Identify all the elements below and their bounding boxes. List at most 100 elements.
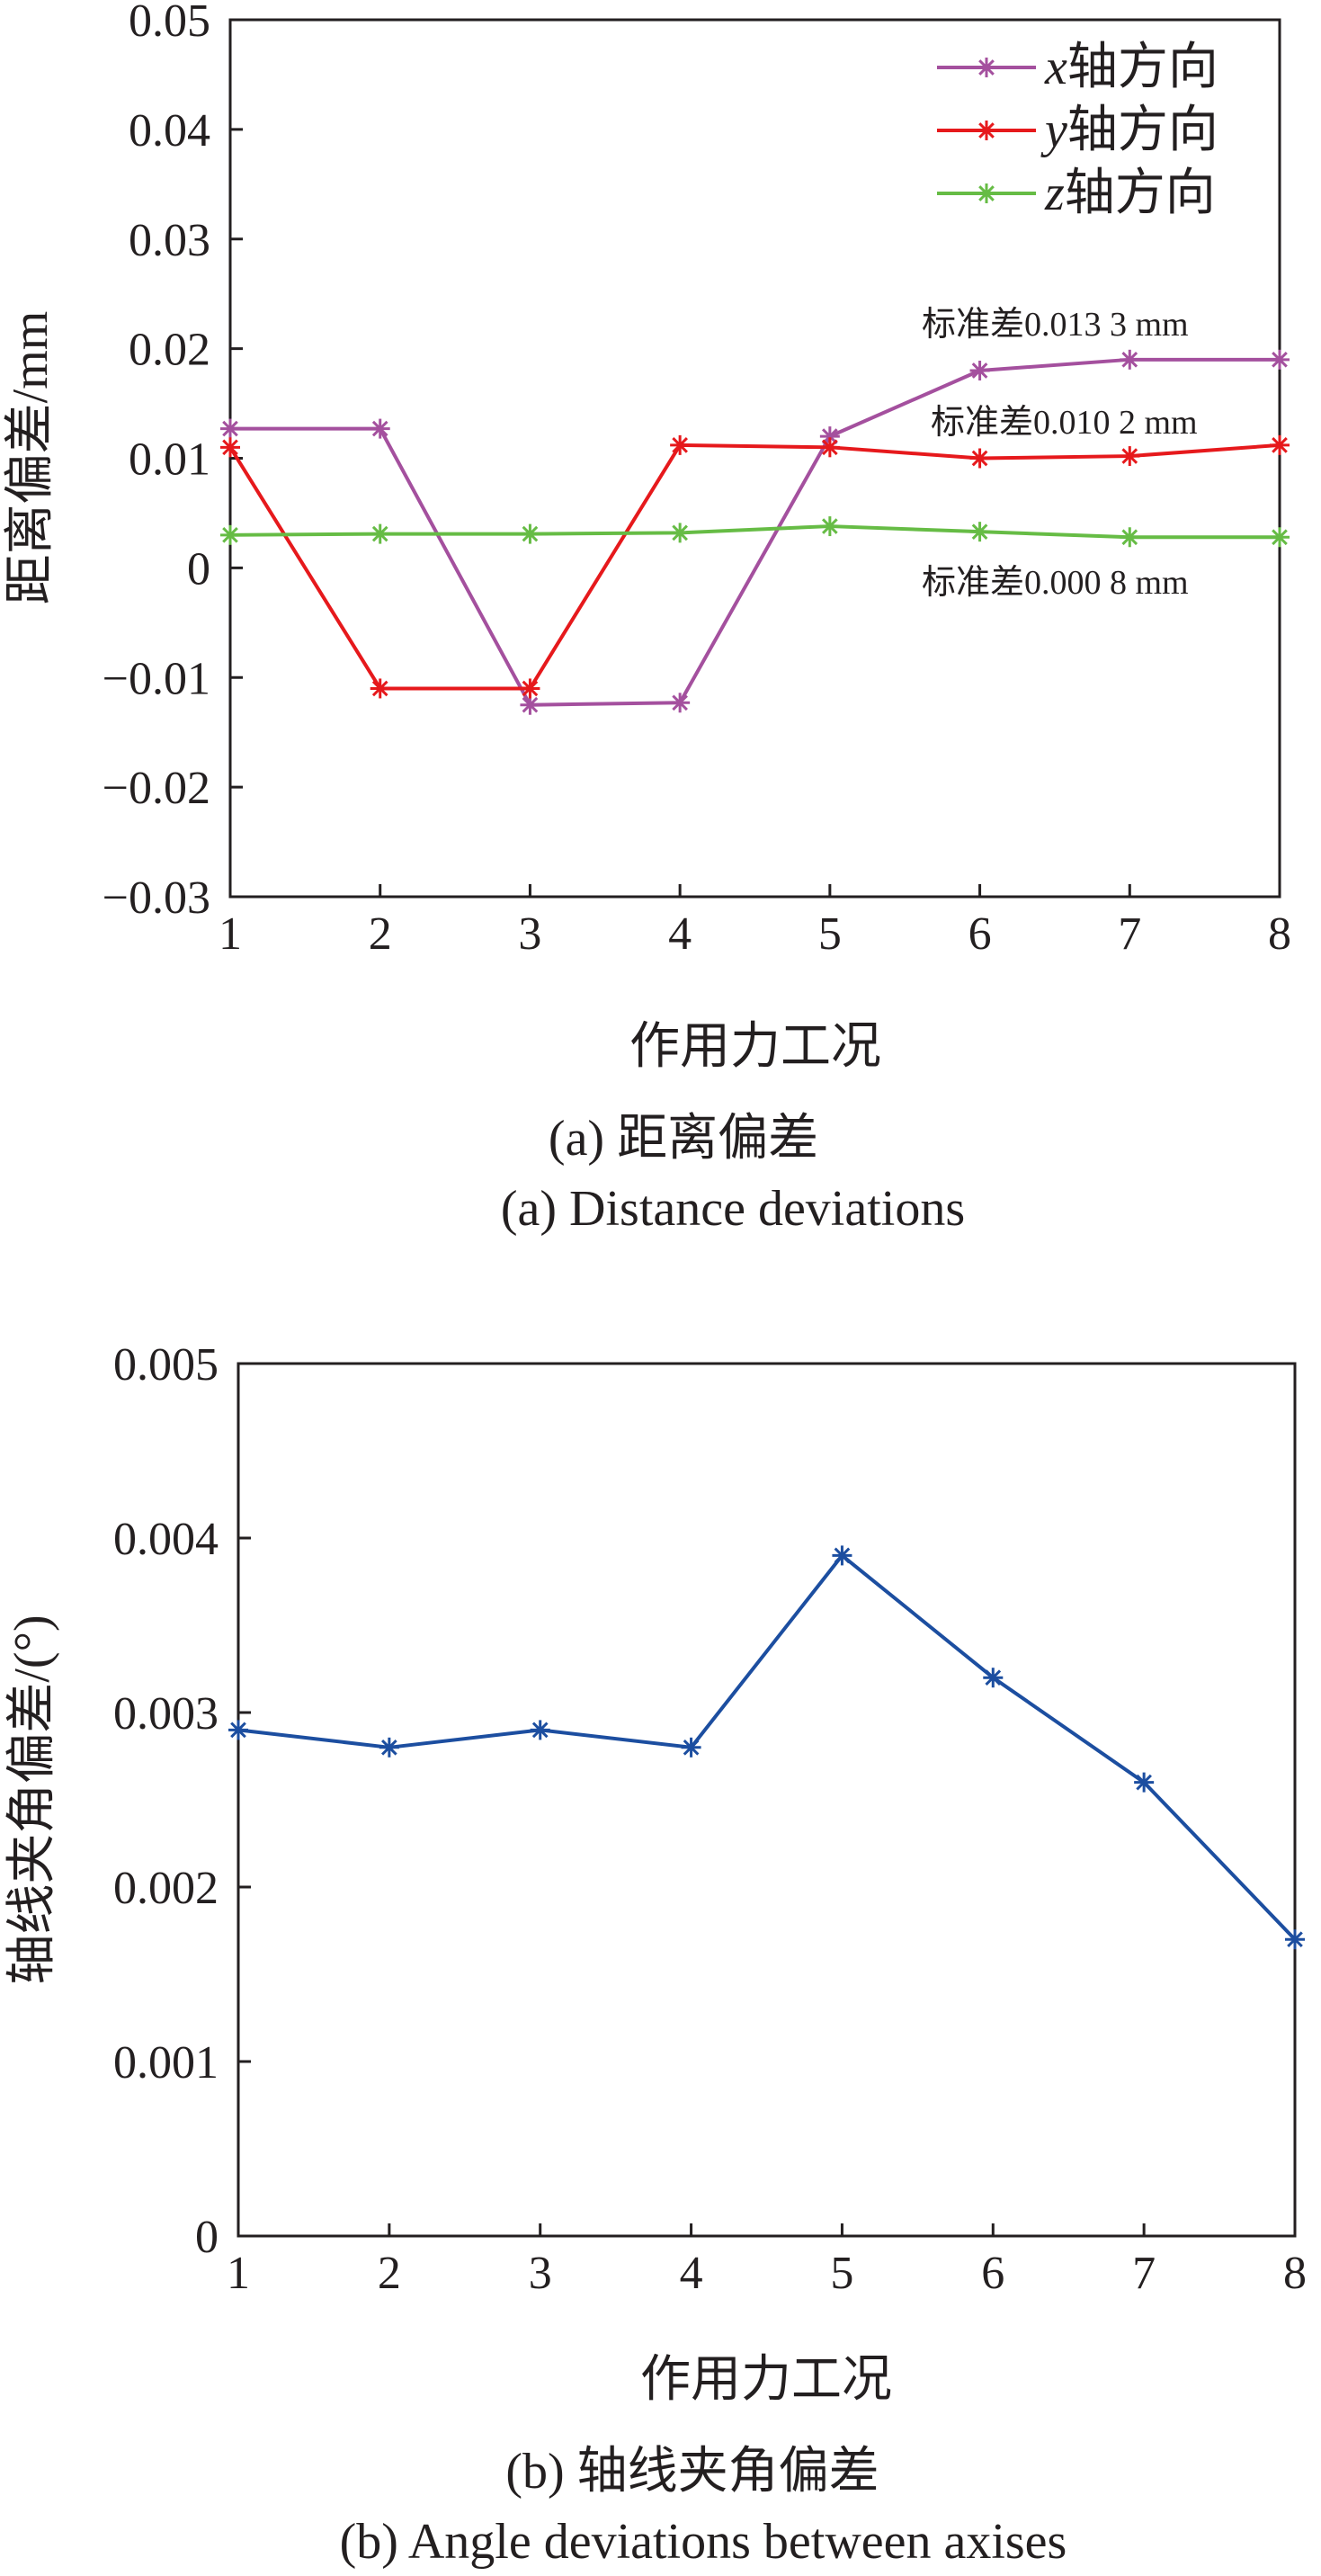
chart-b-x-tick-label: 4	[680, 2248, 703, 2299]
chart-b-x-axis-title: 作用力工况	[640, 2352, 892, 2408]
chart-b-x-tick-label: 6	[981, 2248, 1004, 2299]
chart-a-data-point	[969, 361, 990, 380]
chart-a-series-x	[220, 349, 1290, 715]
chart-a-y-tick-label: 0.03	[129, 215, 210, 266]
chart-a-data-point	[969, 522, 990, 542]
annotation-z-std: 标准差0.000 8 mm	[922, 564, 1189, 602]
chart-a-series-line	[230, 357, 1280, 707]
chart-a-y-axis-title: 距离偏差/mm	[3, 311, 58, 605]
chart-b-x-tick-label: 7	[1132, 2248, 1156, 2299]
chart-b-x-tick-label: 8	[1283, 2248, 1307, 2299]
chart-b-angle-deviations: 1 2 3 4 5 6 7 8 0 0.001 0.002 0.003 0.004 0.005 作用力工况…	[4, 1339, 1307, 2570]
chart-b-series-0	[228, 1545, 1305, 1950]
chart-a-data-point	[1120, 446, 1140, 467]
chart-b-data-point	[1285, 1929, 1305, 1950]
chart-a-x-tick-label: 2	[369, 908, 392, 960]
chart-b-plot-frame	[237, 1362, 1297, 2238]
legend-marker-symbol	[977, 183, 996, 203]
chart-a-data-point	[220, 437, 240, 458]
chart-b-data-point	[1134, 1772, 1155, 1793]
chart-b-x-tick-label: 5	[830, 2248, 853, 2299]
chart-a-series-group	[220, 349, 1290, 715]
chart-b-series-line	[237, 1553, 1297, 1941]
chart-a-data-point	[520, 523, 540, 544]
chart-a-legend: x轴方向 y轴方向 z轴方向	[937, 40, 1218, 221]
chart-b-y-tick-label: 0.003	[113, 1688, 219, 1740]
chart-a-data-point	[370, 523, 390, 544]
chart-a-data-point	[520, 694, 540, 715]
chart-a-data-point	[1270, 349, 1290, 370]
legend-label-z: z轴方向	[1044, 165, 1216, 221]
chart-a-caption-en: (a) Distance deviations	[501, 1181, 965, 1237]
chart-b-y-tick-label: 0.001	[113, 2037, 219, 2089]
legend-entry-z: z轴方向	[937, 165, 1216, 221]
chart-a-data-point	[1120, 349, 1140, 370]
chart-b-data-point	[983, 1668, 1004, 1688]
chart-b-series-group	[228, 1545, 1305, 1950]
legend-label-y: y轴方向	[1040, 103, 1218, 158]
legend-label-x: x轴方向	[1044, 40, 1218, 95]
chart-a-y-tick-label: −0.02	[103, 763, 210, 814]
chart-a-data-point	[819, 437, 840, 458]
chart-b-axes: 1 2 3 4 5 6 7 8 0 0.001 0.002 0.003 0.004 0.005	[113, 1339, 1307, 2299]
chart-a-x-tick-label: 7	[1118, 908, 1141, 960]
chart-a-data-point	[220, 418, 240, 439]
chart-a-data-point	[819, 516, 840, 537]
chart-a-y-tick-label: 0.02	[129, 325, 210, 376]
chart-a-x-tick-label: 4	[668, 908, 692, 960]
chart-a-x-tick-label: 6	[968, 908, 992, 960]
chart-b-y-axis-title: 轴线夹角偏差/(°)	[4, 1614, 60, 1984]
annotation-x-std: 标准差0.013 3 mm	[922, 306, 1189, 344]
chart-a-data-point	[1270, 434, 1290, 455]
legend-entry-y: y轴方向	[937, 103, 1218, 158]
chart-a-x-tick-label: 5	[818, 908, 842, 960]
chart-b-y-tick-label: 0.004	[113, 1514, 219, 1565]
chart-b-y-tick-label: 0	[195, 2212, 219, 2263]
chart-a-x-tick-label: 8	[1268, 908, 1291, 960]
chart-a-series-line	[229, 524, 1280, 540]
chart-a-data-point	[670, 523, 691, 543]
chart-b-data-point	[832, 1545, 852, 1566]
chart-a-data-point	[520, 678, 540, 699]
chart-b-y-tick-label: 0.005	[113, 1339, 219, 1391]
chart-a-y-tick-label: 0.04	[129, 105, 210, 157]
chart-b-caption-cn: (b) 轴线夹角偏差	[505, 2444, 879, 2500]
chart-a-x-tick-label: 1	[219, 908, 242, 960]
chart-b-data-point	[530, 1720, 550, 1740]
legend-marker-x	[977, 58, 996, 77]
chart-a-data-point	[1270, 527, 1290, 548]
legend-marker-symbol	[977, 58, 996, 77]
chart-b-data-point	[379, 1737, 399, 1758]
chart-a-data-point	[1120, 527, 1140, 548]
chart-b-x-tick-label: 3	[529, 2248, 552, 2299]
chart-a-data-point	[670, 693, 691, 713]
chart-b-x-tick-label: 1	[227, 2248, 250, 2299]
chart-b-x-tick-label: 2	[378, 2248, 401, 2299]
chart-b-y-tick-label: 0.002	[113, 1863, 219, 1914]
chart-a-data-point	[670, 434, 691, 455]
chart-a-axes: 1 2 3 4 5 6 7 8 −0.03 −0.02 −0.01 0 0.01 0.02 0.03 0.04…	[103, 0, 1291, 960]
chart-b-caption-en: (b) Angle deviations between axises	[340, 2514, 1067, 2570]
chart-a-x-tick-label: 3	[518, 908, 541, 960]
chart-b-data-point	[681, 1737, 701, 1758]
annotation-y-std: 标准差0.010 2 mm	[931, 404, 1198, 442]
chart-a-data-point	[220, 524, 240, 545]
chart-a-y-tick-label: 0.05	[129, 0, 210, 47]
chart-a-data-point	[370, 418, 390, 439]
chart-a-series-y	[220, 434, 1290, 699]
chart-a-y-tick-label: −0.01	[103, 653, 210, 704]
legend-entry-x: x轴方向	[937, 40, 1218, 95]
chart-a-caption-cn: (a) 距离偏差	[549, 1111, 818, 1167]
chart-a-series-line	[228, 443, 1281, 691]
legend-marker-z	[977, 183, 996, 203]
legend-marker-y	[977, 121, 996, 140]
chart-a-data-point	[370, 678, 390, 699]
chart-b-data-point	[228, 1720, 248, 1740]
chart-a-series-z	[220, 516, 1290, 548]
legend-marker-symbol	[977, 121, 996, 140]
chart-a-y-tick-label: 0.01	[129, 434, 210, 486]
chart-a-y-tick-label: −0.03	[103, 872, 210, 924]
chart-a-y-tick-label: 0	[187, 543, 210, 595]
chart-a-distance-deviations: 1 2 3 4 5 6 7 8 −0.03 −0.02 −0.01 0 0.01 0.02 0.03 0.04…	[3, 0, 1291, 1237]
